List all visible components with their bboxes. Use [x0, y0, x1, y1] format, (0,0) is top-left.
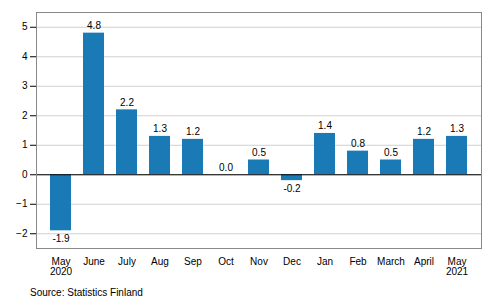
- svg-text:Feb: Feb: [349, 256, 367, 267]
- svg-text:5: 5: [22, 21, 28, 32]
- svg-text:1.2: 1.2: [417, 126, 431, 137]
- svg-text:-1.9: -1.9: [52, 233, 70, 244]
- svg-text:0: 0: [22, 169, 28, 180]
- html-text:Source: Statistics Finland: Source: Statistics Finland: [30, 287, 143, 298]
- svg-text:Oct: Oct: [218, 256, 234, 267]
- svg-text:Nov: Nov: [250, 256, 268, 267]
- svg-text:0.5: 0.5: [252, 147, 266, 158]
- svg-text:4.8: 4.8: [87, 20, 101, 31]
- svg-text:0.5: 0.5: [384, 147, 398, 158]
- svg-text:0.0: 0.0: [219, 162, 233, 173]
- svg-text:April: April: [414, 256, 434, 267]
- svg-text:Dec: Dec: [283, 256, 301, 267]
- svg-text:1.3: 1.3: [153, 123, 167, 134]
- svg-text:−2: −2: [16, 228, 28, 239]
- svg-text:4: 4: [22, 51, 28, 62]
- svg-text:2: 2: [22, 110, 28, 121]
- svg-text:1.4: 1.4: [318, 120, 332, 131]
- svg-text:0.8: 0.8: [351, 138, 365, 149]
- svg-text:2.2: 2.2: [120, 97, 134, 108]
- svg-text:June: June: [83, 256, 105, 267]
- svg-text:May2021: May2021: [446, 256, 469, 277]
- svg-text:Sep: Sep: [184, 256, 202, 267]
- svg-text:−1: −1: [16, 198, 28, 209]
- svg-text:July: July: [118, 256, 136, 267]
- svg-text:Jan: Jan: [317, 256, 333, 267]
- svg-text:1.3: 1.3: [450, 123, 464, 134]
- svg-text:May2020: May2020: [50, 256, 73, 277]
- svg-text:3: 3: [22, 80, 28, 91]
- svg-text:1.2: 1.2: [186, 126, 200, 137]
- svg-text:Aug: Aug: [151, 256, 169, 267]
- svg-text:1: 1: [22, 139, 28, 150]
- svg-text:-0.2: -0.2: [283, 183, 301, 194]
- svg-text:March: March: [377, 256, 405, 267]
